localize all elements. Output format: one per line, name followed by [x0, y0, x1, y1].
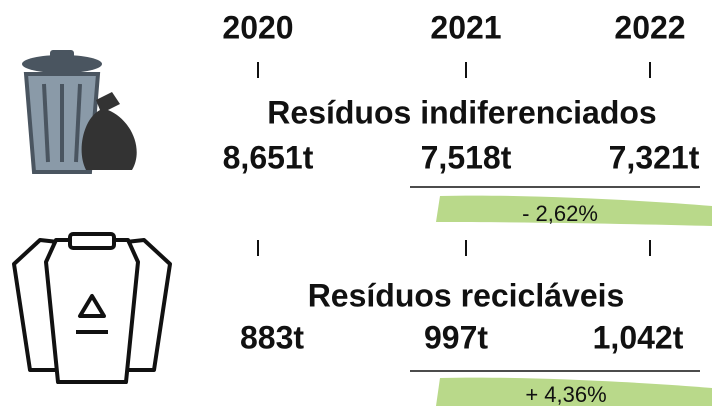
year-ticks — [257, 62, 651, 256]
change-label: + 4,36% — [525, 382, 606, 406]
year-label: 2020 — [222, 9, 293, 45]
change-label: - 2,62% — [522, 201, 598, 226]
value: 8,651t — [223, 139, 314, 175]
value: 1,042t — [593, 319, 684, 355]
value: 7,321t — [609, 139, 700, 175]
highlight — [436, 377, 712, 406]
section-title: Resíduos indiferenciados — [267, 94, 656, 130]
trash-icon — [22, 50, 137, 174]
year-label: 2021 — [430, 9, 501, 45]
section-title: Resíduos recicláveis — [308, 277, 625, 313]
value: 883t — [240, 319, 304, 355]
year-label: 2022 — [614, 9, 685, 45]
value: 7,518t — [421, 139, 512, 175]
highlight — [436, 195, 712, 226]
recycle-icon — [12, 232, 172, 384]
value: 997t — [424, 319, 488, 355]
